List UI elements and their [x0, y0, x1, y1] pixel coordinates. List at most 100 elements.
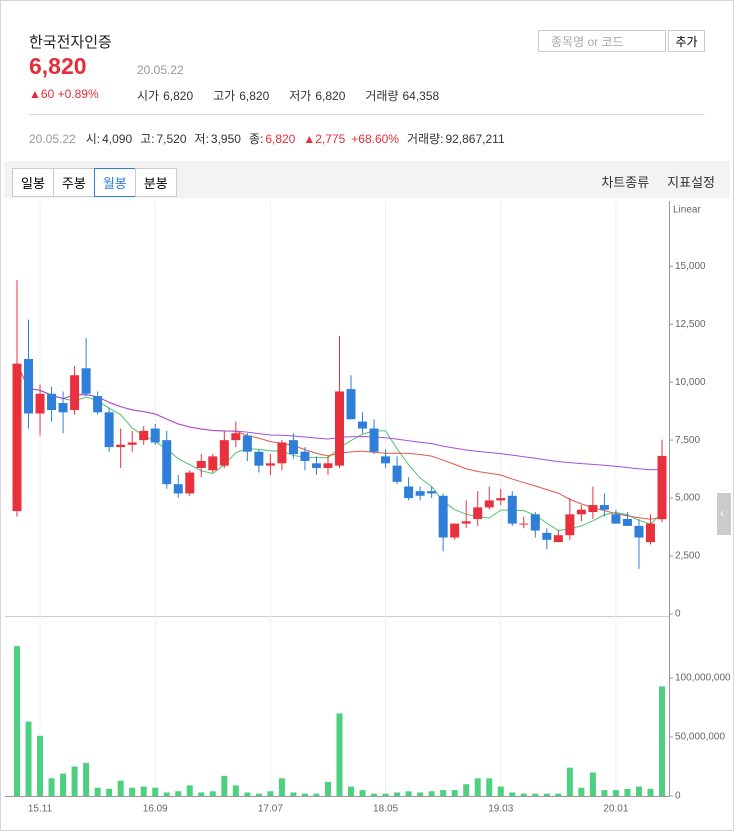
summary-change: ▲2,775 — [303, 132, 346, 146]
volume-bar — [255, 793, 262, 796]
candle-body — [277, 442, 287, 464]
volume-bar — [221, 775, 228, 796]
volume-bar — [497, 786, 504, 796]
candle-body — [162, 440, 172, 485]
summary-value: 7,520 — [156, 132, 187, 146]
candle-body — [93, 396, 103, 413]
summary-change-value: 2,775 — [315, 132, 346, 146]
volume-bar — [278, 778, 285, 796]
stock-name: 한국전자인증 — [29, 34, 112, 51]
candle-body — [553, 535, 563, 543]
candle-body — [173, 484, 183, 494]
summary-label: 고: — [140, 132, 155, 146]
candle-body — [588, 505, 598, 512]
tool-menu[interactable]: 지표설정 — [667, 175, 715, 190]
volume-bar — [290, 792, 297, 796]
quote-label: 거래량 — [365, 89, 399, 103]
summary-label: 저: — [194, 132, 209, 146]
volume-bar — [520, 793, 527, 796]
summary: 20.05.22 시: 4,090 고: 7,520 저: 3,950 종: 6,820 ▲2,7… — [29, 130, 505, 147]
plot-bg — [5, 201, 669, 796]
candle-body — [12, 363, 22, 512]
candle-body — [473, 507, 483, 519]
volume-bar — [83, 762, 90, 796]
quote-label: 저가 — [289, 89, 312, 103]
volume-bar — [25, 721, 32, 796]
y-tick-label: 0 — [675, 609, 681, 620]
candle-body — [300, 451, 310, 461]
tabs: 일봉 주봉 월봉 분봉 — [12, 168, 177, 197]
tools: 차트종류 지표설정 — [583, 172, 715, 191]
candle-body — [81, 368, 91, 394]
candle-body — [47, 393, 57, 410]
divider — [29, 114, 705, 115]
summary-value: 3,950 — [210, 132, 241, 146]
volume-bar — [129, 787, 136, 796]
y2-tick-label: 0 — [675, 791, 681, 802]
y2-tick-label: 50,000,000 — [675, 732, 725, 743]
summary-change-pct: +68.60% — [351, 132, 399, 146]
candle-body — [542, 532, 552, 540]
volume-bar — [555, 793, 562, 796]
candle-body — [484, 500, 494, 508]
y-tick-label: 15,000 — [675, 261, 706, 272]
candle-body — [104, 412, 114, 448]
tool-menu[interactable]: 차트종류 — [601, 175, 650, 190]
candle-body — [404, 486, 414, 499]
candle-body — [496, 498, 506, 501]
candle-body — [127, 442, 137, 445]
volume-bar — [244, 792, 251, 796]
volume-bar — [94, 787, 101, 796]
volume-bar — [659, 686, 665, 796]
summary-value: 6,820 — [265, 132, 296, 146]
candle-body — [254, 451, 264, 466]
quote-value: 6,820 — [239, 89, 270, 103]
candle-body — [219, 440, 229, 466]
add-button[interactable]: 추가 — [668, 30, 705, 52]
candle-body — [358, 421, 368, 429]
candle-body — [323, 463, 333, 468]
candle-body — [116, 444, 126, 448]
volume-bar — [601, 790, 608, 796]
candle-body — [599, 505, 609, 510]
candle-body — [346, 389, 356, 420]
candle-body — [196, 461, 206, 468]
volume-bar — [14, 646, 20, 796]
volume-bar — [37, 735, 44, 796]
moving-average — [28, 388, 663, 471]
candle-body — [35, 393, 45, 414]
volume-bar — [267, 791, 274, 796]
candle-body — [24, 359, 34, 414]
tab[interactable]: 일봉 — [12, 168, 54, 197]
volume-bar — [612, 790, 619, 796]
quote-value: 64,358 — [402, 89, 440, 103]
candle-body — [438, 495, 448, 538]
candle-body — [427, 491, 437, 494]
volume-bar — [60, 773, 67, 796]
volume-bar — [635, 786, 642, 796]
side-toggle[interactable] — [717, 493, 731, 535]
candle-body — [611, 514, 621, 524]
volume-bar — [417, 792, 424, 796]
quote-value: 6,820 — [163, 89, 194, 103]
y-tick-label: 7,500 — [675, 435, 700, 446]
quote-value: 6,820 — [315, 89, 346, 103]
volume-bar — [405, 791, 412, 796]
volume-bar — [106, 788, 113, 796]
volume-bar — [394, 792, 401, 796]
tab[interactable]: 분봉 — [134, 168, 177, 197]
volume-bar — [198, 792, 205, 796]
summary-volume-label: 거래량: — [406, 132, 444, 146]
candle-body — [185, 472, 195, 494]
volume-bar — [486, 778, 493, 796]
price: 6,820 — [29, 53, 87, 79]
candle-body — [392, 465, 402, 482]
candle-body — [657, 455, 667, 520]
volume-bar — [509, 792, 516, 796]
candle-body — [507, 495, 517, 524]
volume-bar — [313, 793, 320, 796]
search-input[interactable]: 종목명 or 코드 — [538, 30, 666, 52]
volume-bar — [175, 791, 182, 796]
volume-bar — [186, 785, 193, 796]
candle-body — [58, 403, 68, 413]
